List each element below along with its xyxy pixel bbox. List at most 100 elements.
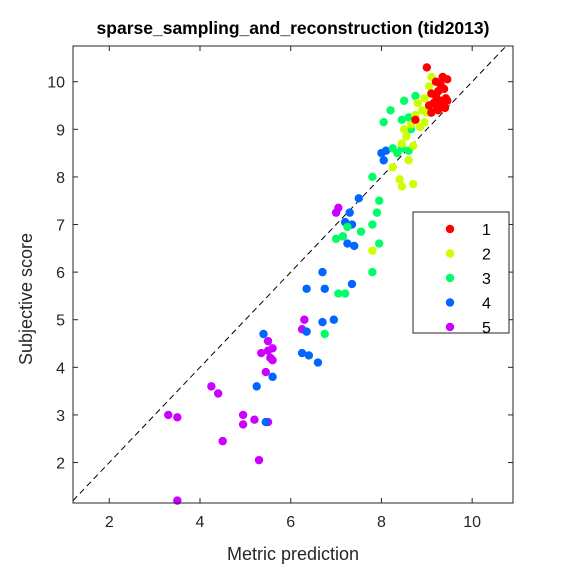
data-point [173,413,182,422]
data-point [386,106,395,115]
y-tick-label: 7 [56,218,65,235]
series-2 [368,72,441,255]
data-point [320,284,329,293]
axes-frame [72,45,514,504]
data-point [409,141,418,151]
data-point [397,182,407,191]
data-point [402,132,411,141]
data-point [313,358,323,367]
chart-title: sparse_sampling_and_reconstruction (tid2… [97,18,490,38]
data-point [329,315,339,324]
data-point [372,208,382,217]
data-point [388,163,397,172]
data-point [397,139,407,148]
legend-label-1: 1 [482,222,491,239]
data-point [397,115,407,124]
data-point [338,232,348,241]
data-point [415,122,425,132]
data-point [331,234,341,243]
legend-marker-5 [445,322,455,332]
y-tick-label: 6 [56,265,65,282]
data-point [350,241,359,251]
x-axis-label: Metric prediction [227,544,359,564]
data-point [393,148,402,158]
legend-marker-2 [445,249,455,258]
data-point [379,117,388,127]
data-point [422,63,432,72]
series-4 [252,146,391,427]
data-point [399,96,409,105]
y-tick-label: 8 [56,170,65,187]
data-point [439,84,449,94]
data-point [345,208,354,217]
x-axis: 2 4 6 8 10 [105,46,481,531]
x-tick-label: 8 [377,514,386,531]
y-tick-label: 4 [56,360,65,377]
data-point [257,348,266,358]
data-point [411,91,420,101]
data-point [440,103,450,113]
legend-marker-1 [445,224,455,234]
data-point [250,415,259,424]
data-point [413,98,422,108]
data-point [409,179,418,189]
y-axis-label: Subjective score [16,233,36,365]
data-point [238,420,248,429]
data-point [238,410,248,420]
data-point [218,436,227,446]
data-point [173,496,182,505]
data-point [443,75,452,84]
data-point [207,382,216,391]
y-axis: 2 3 4 5 6 7 8 9 10 [47,75,513,473]
data-point [427,108,436,117]
data-point [261,417,270,427]
data-point [443,96,452,105]
data-point [404,113,413,122]
data-point [379,156,388,165]
data-point [213,389,223,398]
data-point [399,125,409,134]
data-point [404,156,413,165]
data-point [302,284,311,293]
data-point [259,329,268,339]
data-point [343,222,352,232]
data-point [304,351,314,360]
legend-label-5: 5 [482,320,491,337]
data-point [395,175,404,184]
legend: 1 2 3 4 5 [412,211,510,337]
data-point [302,327,311,336]
data-point [340,289,350,298]
data-point [320,329,329,339]
data-point [300,315,309,324]
data-point [356,227,366,236]
data-points [164,63,452,505]
data-point [297,348,307,358]
data-point [164,410,173,420]
y-tick-label: 5 [56,313,65,330]
data-point [374,196,384,205]
data-point [254,455,264,465]
data-point [368,220,377,229]
data-point [420,94,429,103]
data-point [263,346,273,355]
data-point [368,172,377,182]
data-point [368,246,377,255]
legend-marker-4 [445,298,455,307]
data-point [343,239,352,248]
legend-marker-3 [445,273,455,283]
data-point [268,355,277,365]
legend-label-2: 2 [482,247,491,264]
x-tick-label: 4 [196,514,205,531]
data-point [261,367,270,377]
series-1 [411,63,452,124]
y-tick-label: 2 [56,456,65,473]
legend-box [412,211,510,334]
data-point [252,382,261,391]
data-point [381,146,391,155]
legend-label-4: 4 [482,296,491,313]
y-tick-label: 10 [47,75,65,92]
data-point [374,239,384,248]
legend-items: 1 2 3 4 5 [445,222,491,337]
